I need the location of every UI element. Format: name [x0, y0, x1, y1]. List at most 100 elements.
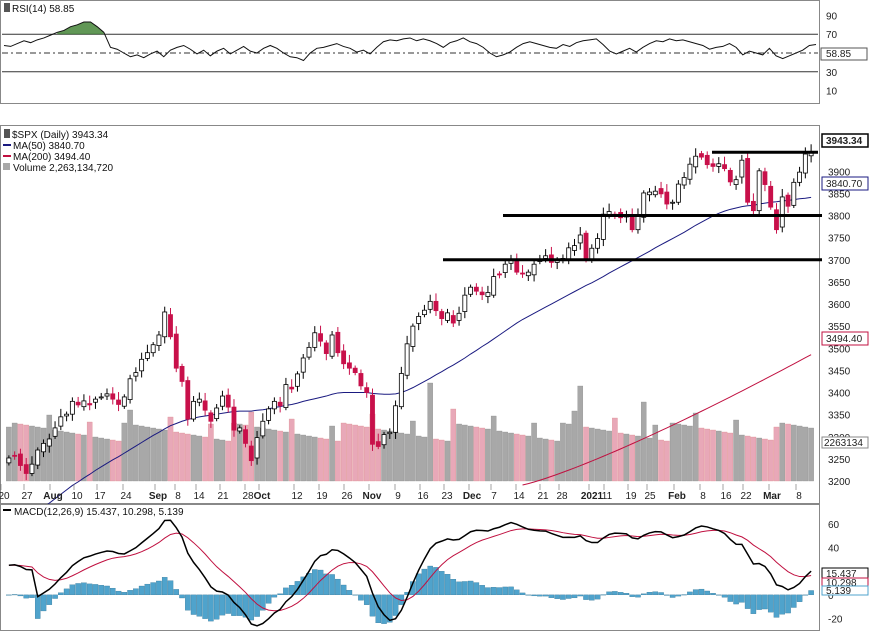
candle-body [375, 441, 381, 447]
rsi-legend: RSI(14) 58.85 [4, 3, 75, 15]
candle-body [116, 399, 121, 405]
candle-body [104, 393, 110, 397]
volume-bar [727, 432, 734, 482]
candle [370, 388, 375, 451]
candle-body [306, 346, 312, 358]
volume-bar [802, 426, 809, 482]
macd-line [8, 519, 812, 627]
x-label-17: 17 [94, 491, 106, 502]
macd-hist-bar [415, 573, 422, 596]
candle [456, 306, 462, 326]
macd-hist-bar [537, 594, 543, 597]
candle-body [422, 309, 427, 316]
candle [710, 158, 716, 172]
candle-body [98, 396, 104, 399]
macd-hist-bar [115, 590, 122, 596]
candle [572, 238, 577, 256]
macd-hist-bar [387, 594, 393, 623]
x-label-7: 7 [491, 491, 497, 502]
candle-body [289, 386, 295, 390]
volume-bar [219, 439, 226, 482]
candle-body [248, 445, 254, 462]
candle-body [352, 367, 358, 373]
candle [144, 344, 150, 362]
volume-bar [583, 426, 589, 482]
candle [716, 157, 722, 174]
macd-hist-bar [75, 583, 81, 596]
candle [306, 342, 312, 360]
macd-hist-bar [664, 594, 670, 596]
candle [116, 392, 121, 412]
price-tick-3800: 3800 [828, 212, 851, 223]
price-legend-title: $SPX (Daily) 3943.34 [12, 130, 109, 141]
macd-hist-bar [138, 585, 145, 596]
candle-body [791, 181, 797, 206]
macd-hist-bar [508, 586, 514, 596]
candle-body [75, 401, 81, 406]
ma50-tag-text: 3840.70 [826, 179, 863, 190]
volume-bar [681, 424, 687, 482]
macd-hist-bar [779, 594, 786, 615]
candle-body [329, 334, 335, 357]
candle [220, 390, 225, 411]
candle-body [346, 362, 352, 369]
macd-panel: 6040200-20 MACD(12,26,9) 15.437, 10.298,… [0, 504, 869, 631]
candle [69, 397, 75, 421]
candle-body [589, 247, 595, 260]
candle [479, 286, 485, 301]
macd-hist-bar [531, 594, 537, 597]
candle [6, 455, 12, 466]
macd-hist-bar [739, 594, 745, 603]
candle [329, 331, 335, 359]
candle [18, 448, 23, 471]
volume-bar [306, 435, 312, 482]
volume-bar [467, 425, 474, 482]
candle [722, 156, 727, 172]
candle [733, 175, 739, 190]
x-label-20: 20 [0, 491, 10, 502]
volume-bar [404, 433, 410, 482]
candle [445, 308, 450, 324]
x-label-Nov: Nov [363, 491, 382, 502]
macd-hist-bar [767, 594, 774, 613]
candle [191, 396, 196, 422]
candle-body [802, 153, 808, 174]
rsi-tick-70: 70 [826, 30, 838, 41]
candle [797, 166, 802, 187]
volume-bar [63, 431, 70, 482]
price-tick-3450: 3450 [828, 366, 851, 377]
candle [300, 354, 306, 379]
candle [462, 287, 468, 319]
x-label-Dec: Dec [463, 491, 482, 502]
candle-body [473, 286, 479, 292]
candle-body [150, 344, 156, 354]
candle [699, 150, 704, 160]
volume-bar [104, 438, 110, 482]
macd-panel-frame [0, 504, 820, 631]
candle-body [797, 171, 802, 183]
volume-bar [744, 435, 751, 482]
macd-hist-bar [433, 567, 439, 596]
macd-hist-bar [733, 594, 739, 605]
price-tick-3700: 3700 [828, 256, 851, 267]
candle-body [341, 350, 347, 365]
candle-body [139, 358, 145, 372]
candle-body [168, 314, 173, 338]
candle [745, 151, 751, 205]
ma50-tag-box [821, 176, 869, 191]
candle-body [225, 394, 231, 408]
candle-body [439, 311, 445, 320]
volume-bar [75, 433, 81, 482]
rsi-legend-icon [4, 3, 10, 12]
macd-hist-bar [577, 594, 584, 597]
volume-bar [346, 423, 353, 482]
volume-bar [433, 438, 439, 482]
volume-bar [594, 428, 601, 482]
macd-hist-bar [623, 593, 630, 596]
volume-bar [363, 426, 370, 482]
macd-hist-bar [335, 578, 341, 596]
candle [681, 172, 687, 189]
candle [393, 400, 398, 439]
macd-hist-bar [346, 590, 353, 596]
price-tick-3200: 3200 [828, 477, 851, 488]
